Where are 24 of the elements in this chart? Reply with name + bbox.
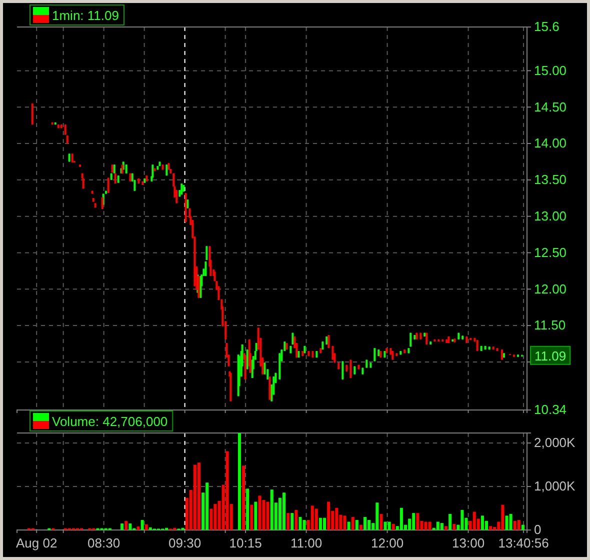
x-tick-label: 10:15 bbox=[229, 536, 262, 551]
y-tick-label: 12.00 bbox=[534, 281, 567, 296]
y-tick-label: 1,000K bbox=[534, 478, 576, 494]
y-tick-label: 12.50 bbox=[534, 244, 567, 260]
chart-title: 1min: 11.09 bbox=[52, 8, 119, 23]
y-tick-label: 13.50 bbox=[534, 172, 567, 188]
x-tick-label: 13:00 bbox=[452, 536, 485, 551]
x-tick-label: 11:00 bbox=[290, 536, 322, 551]
x-tick-label: 09:30 bbox=[168, 536, 202, 551]
x-tick-label: 08:30 bbox=[88, 536, 120, 551]
x-tick-label: 13:40:56 bbox=[498, 536, 549, 551]
y-tick-label: 13.00 bbox=[534, 208, 567, 224]
y-tick-label: 15.6 bbox=[534, 19, 560, 34]
x-tick-label: Aug 02 bbox=[16, 536, 58, 551]
y-tick-label: 14.00 bbox=[534, 136, 567, 151]
y-tick-label: 11.50 bbox=[534, 318, 566, 333]
y-tick-label: 15.00 bbox=[534, 62, 567, 78]
y-tick-label: 0 bbox=[534, 522, 542, 538]
chart-title: Volume: 42,706,000 bbox=[52, 414, 168, 429]
annotation: 11.09 bbox=[534, 348, 566, 364]
y-tick-label: 2,000K bbox=[534, 435, 576, 450]
y-tick-label: 10.34 bbox=[534, 402, 567, 418]
x-tick-label: 12:00 bbox=[371, 536, 404, 551]
y-tick-label: 14.50 bbox=[534, 99, 567, 114]
